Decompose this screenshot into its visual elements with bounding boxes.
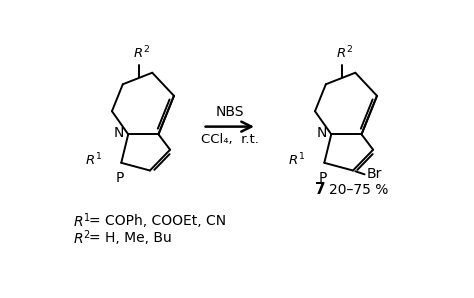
Text: 20–75 %: 20–75 % [329,183,388,197]
Text: Br: Br [367,167,383,181]
Text: N: N [113,126,124,140]
Text: 7: 7 [315,182,326,197]
Text: $R^2$: $R^2$ [73,228,91,247]
Text: $R^1$: $R^1$ [85,152,102,169]
Text: $R^1$: $R^1$ [288,152,305,169]
Text: $R^2$: $R^2$ [336,45,353,62]
Text: P: P [116,170,124,184]
Text: $R^2$: $R^2$ [133,45,150,62]
Text: N: N [316,126,327,140]
Text: CCl₄,  r.t.: CCl₄, r.t. [201,133,259,146]
Text: $R^1$: $R^1$ [73,211,91,230]
Text: = H, Me, Bu: = H, Me, Bu [89,230,172,244]
Text: P: P [319,170,327,184]
Text: NBS: NBS [216,105,244,119]
Text: = COPh, COOEt, CN: = COPh, COOEt, CN [89,214,226,228]
